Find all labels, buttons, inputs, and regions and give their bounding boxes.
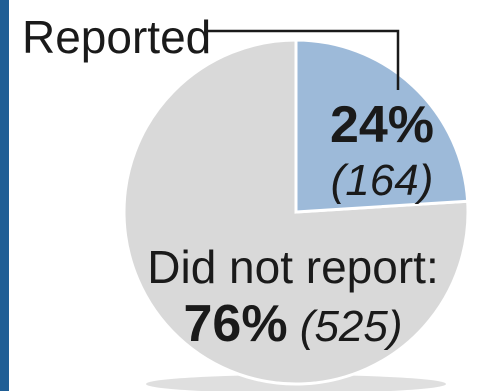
- leader-line: [204, 29, 400, 90]
- frame-bar: [0, 0, 9, 391]
- slice-label-did-not-report: Did not report:: [147, 241, 438, 293]
- slice-count-did-not-report: (525): [300, 302, 403, 351]
- slice-percent-reported: 24%: [330, 96, 434, 154]
- slice-count-reported: (164): [331, 156, 434, 205]
- pie-slice-reported: [294, 38, 470, 214]
- slice-label-reported: Reported: [22, 11, 211, 63]
- slice-value-did-not-report: 76% (525): [183, 295, 402, 353]
- slice-percent-did-not-report: 76%: [183, 295, 287, 353]
